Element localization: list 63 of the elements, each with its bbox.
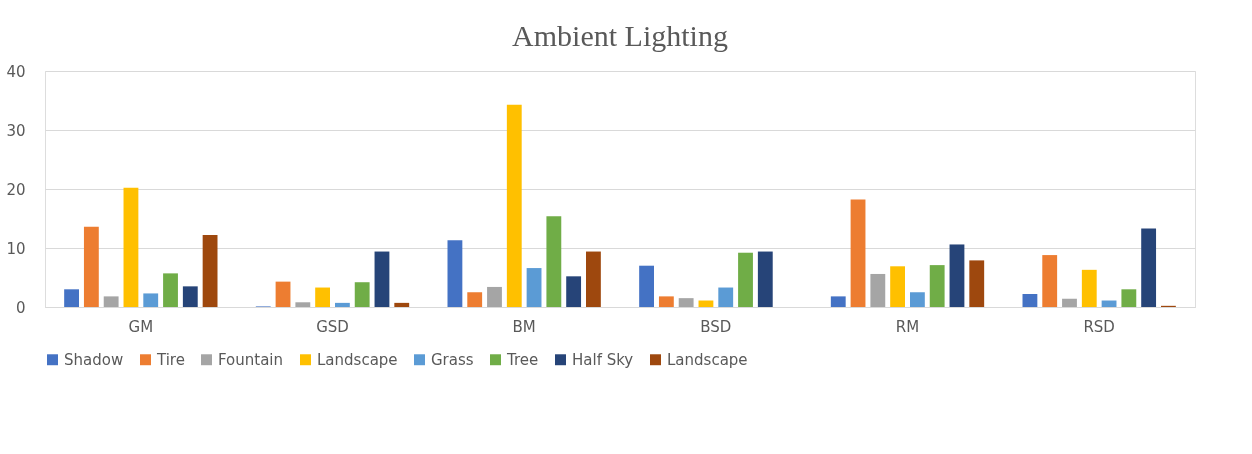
bar: [870, 273, 886, 307]
bar: [275, 281, 291, 307]
bar: [354, 282, 370, 307]
bar: [1042, 255, 1058, 307]
bar: [949, 244, 965, 307]
bar: [202, 235, 218, 307]
legend-label: Landscape: [667, 350, 748, 369]
x-tick-label: BSD: [700, 317, 732, 336]
bar: [738, 252, 753, 307]
legend-label: Landscape: [317, 350, 398, 369]
bar: [394, 302, 410, 307]
bar: [678, 298, 694, 307]
bar: [526, 268, 542, 307]
bar: [467, 292, 483, 307]
x-tick-label: RSD: [1083, 317, 1115, 336]
y-tick-label: 20: [6, 180, 26, 199]
bar: [1141, 228, 1157, 307]
bar: [1022, 294, 1038, 307]
bar: [123, 187, 139, 307]
bar: [566, 276, 582, 307]
bar: [374, 251, 390, 307]
bar: [757, 251, 773, 307]
bar: [103, 296, 119, 307]
legend-label: Fountain: [218, 350, 284, 369]
bar: [295, 302, 311, 307]
x-tick-label: BM: [512, 317, 536, 336]
bar: [334, 302, 350, 307]
y-tick-label: 10: [6, 239, 26, 258]
bar: [639, 265, 655, 307]
bar: [506, 104, 522, 307]
bar: [830, 296, 846, 307]
bar: [487, 286, 502, 307]
y-tick-label: 0: [15, 298, 26, 317]
bar: [64, 289, 80, 307]
bar: [850, 199, 866, 307]
bar: [182, 286, 198, 307]
bar: [718, 287, 734, 307]
bar: [585, 251, 601, 307]
bar: [315, 287, 331, 307]
y-tick-label: 30: [6, 121, 26, 140]
legend-label: Shadow: [64, 350, 124, 369]
legend-label: Grass: [431, 350, 474, 369]
bar: [143, 293, 159, 307]
bar: [163, 273, 178, 307]
y-tick-label: 40: [6, 62, 26, 81]
bar: [1121, 289, 1137, 307]
bar: [1081, 269, 1097, 307]
bar: [929, 265, 945, 307]
bar: [890, 266, 906, 307]
bar: [969, 260, 985, 307]
bar: [546, 216, 562, 307]
bar: [83, 226, 99, 307]
x-tick-label: RM: [895, 317, 920, 336]
legend-label: Tree: [506, 350, 539, 369]
x-tick-label: GM: [128, 317, 154, 336]
bar: [1062, 298, 1077, 307]
bar: [909, 292, 925, 307]
chart-title: Ambient Lighting: [512, 19, 728, 52]
x-tick-label: GSD: [316, 317, 349, 336]
legend-label: Half Sky: [572, 350, 634, 369]
bar: [658, 296, 674, 307]
legend-label: Tire: [156, 350, 185, 369]
bar: [447, 240, 463, 307]
